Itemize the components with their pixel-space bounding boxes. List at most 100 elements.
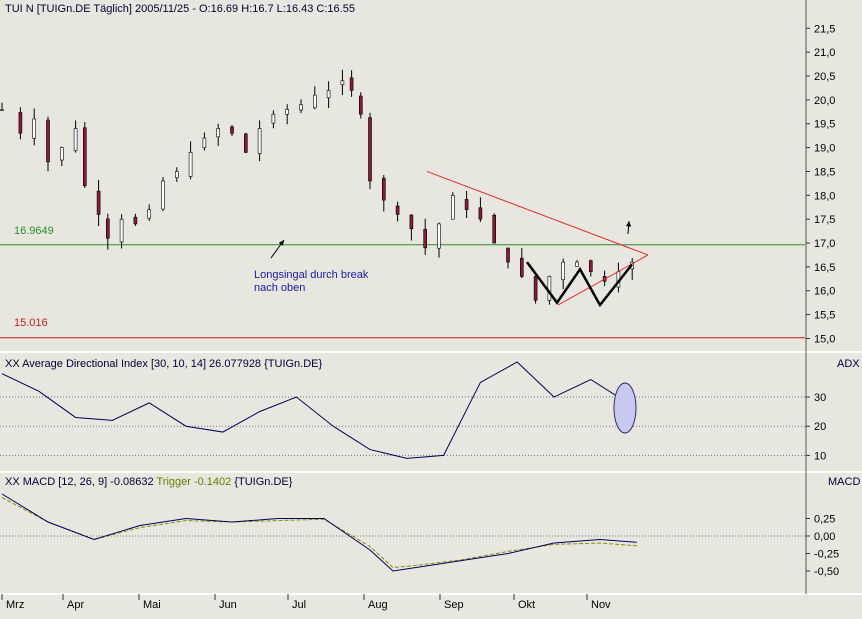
price-tick-label: 15,5 — [814, 310, 835, 322]
adx-tick-label: 10 — [814, 450, 826, 462]
candle-body — [437, 223, 441, 249]
price-tick-label: 21,0 — [814, 47, 835, 59]
adx-panel-marker: XX — [5, 358, 20, 370]
adx-axis-label: ADX — [837, 358, 860, 370]
candle-body — [133, 216, 138, 225]
candle-body — [59, 147, 64, 161]
candle-body — [244, 133, 248, 153]
month-label: Sep — [444, 599, 464, 611]
candle-body — [381, 177, 386, 201]
candle-body — [478, 207, 483, 220]
candle-body — [188, 152, 193, 177]
month-label: Okt — [518, 599, 535, 611]
candle-body — [46, 119, 50, 163]
candle-body — [32, 118, 37, 139]
candle-body — [161, 180, 165, 210]
candle-body — [106, 218, 110, 239]
candle-body — [96, 190, 101, 215]
candle-body — [230, 126, 234, 134]
candle-body — [519, 257, 524, 277]
candle-body — [18, 112, 23, 134]
adx-panel-title: XX Average Directional Index [30, 10, 14… — [5, 358, 322, 370]
candle-body — [83, 127, 87, 187]
price-tick-label: 16,0 — [814, 286, 835, 298]
price-tick-label: 17,0 — [814, 238, 835, 250]
adx-panel-title-text: Average Directional Index [30, 10, 14] 2… — [22, 358, 323, 370]
adx-line — [1, 361, 628, 459]
annotation-line-1: Longsingal durch break — [254, 269, 369, 281]
candle-body — [464, 199, 469, 210]
price-tick-label: 21,5 — [814, 23, 835, 35]
macd-axis-label: MACD — [828, 476, 861, 488]
price-tick-label: 15,0 — [814, 333, 835, 345]
price-tick-label: 20,0 — [814, 95, 835, 107]
macd-symbol-text: {TUIGn.DE} — [234, 476, 293, 488]
macd-tick-label: -0,25 — [814, 549, 839, 561]
candle-body — [395, 205, 400, 215]
candle-body — [533, 276, 538, 301]
low-level-label: 15.016 — [14, 317, 48, 329]
month-label: Jun — [219, 599, 237, 611]
macd-panel-title: XX MACD [12, 26, 9] -0.08632 Trigger -0.… — [5, 476, 292, 488]
macd-tick-label: -0,50 — [814, 566, 839, 578]
adx-tick-label: 30 — [814, 392, 826, 404]
month-label: Nov — [591, 599, 611, 611]
candle-body — [299, 104, 303, 111]
annotation-arrow-head — [278, 240, 284, 246]
candle-body — [326, 90, 331, 99]
annotation-text: Longsingal durch break nach oben — [254, 269, 368, 295]
candle-body — [450, 195, 455, 220]
triangle-lower-line — [557, 254, 649, 306]
support-level-label: 16.9649 — [14, 225, 54, 237]
price-panel-title: TUI N [TUIGn.DE Täglich] 2005/11/25 - O:… — [5, 3, 355, 15]
price-tick-label: 18,0 — [814, 190, 835, 202]
candle-body — [312, 94, 317, 109]
candle-body — [340, 80, 345, 86]
candle-body — [216, 128, 220, 138]
candle-body — [202, 137, 207, 149]
adx-tick-label: 20 — [814, 421, 826, 433]
macd-tick-label: 0,00 — [814, 531, 835, 543]
macd-title-text: MACD [12, 26, 9] -0.08632 — [22, 476, 154, 488]
candle-body — [119, 218, 124, 243]
candle-body — [0, 109, 4, 111]
candle-body — [175, 171, 179, 179]
candle-body — [547, 276, 552, 301]
adx-highlight-ellipse — [613, 382, 637, 434]
candle-body — [349, 77, 354, 91]
price-tick-label: 20,5 — [814, 71, 835, 83]
candle-body — [588, 260, 593, 272]
candle-body — [285, 109, 290, 115]
month-label: Apr — [67, 599, 84, 611]
candle-body — [257, 128, 262, 154]
triangle-upper-line — [426, 170, 649, 256]
price-tick-label: 17,5 — [814, 214, 835, 226]
candle-body — [561, 261, 566, 280]
candle-body — [423, 228, 428, 249]
price-tick-label: 19,5 — [814, 119, 835, 131]
candle-body — [492, 214, 497, 244]
candle-body — [73, 128, 78, 152]
month-label: Aug — [368, 599, 388, 611]
price-tick-label: 16,5 — [814, 262, 835, 274]
month-label: Mrz — [6, 599, 24, 611]
macd-line — [1, 493, 637, 572]
annotation-line-2: nach oben — [254, 282, 306, 294]
candle-body — [409, 214, 414, 230]
candle-body — [368, 117, 372, 182]
macd-trigger-line — [1, 497, 637, 569]
candle-body — [575, 261, 579, 267]
candle-body — [271, 113, 276, 124]
candle-body — [358, 95, 363, 115]
price-tick-label: 18,5 — [814, 166, 835, 178]
macd-trigger-text: Trigger -0.1402 — [156, 476, 232, 488]
price-tick-label: 19,0 — [814, 143, 835, 155]
month-label: Mai — [143, 599, 161, 611]
month-label: Jul — [292, 599, 306, 611]
breakout-arrow-head — [625, 221, 632, 227]
candle-body — [147, 209, 151, 219]
macd-tick-label: 0,25 — [814, 514, 835, 526]
macd-panel-marker: XX — [5, 476, 20, 488]
